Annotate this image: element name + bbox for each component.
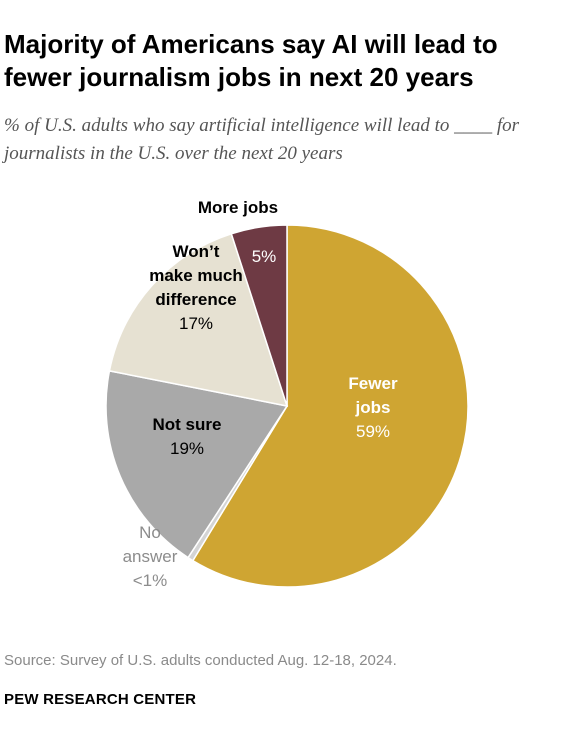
slice-label-not-sure: Not sure (153, 415, 222, 434)
slice-value-fewer-jobs: 59% (356, 422, 390, 441)
pie-slice-fewer-jobs (191, 224, 469, 588)
slice-value-more-jobs: 5% (252, 247, 277, 266)
pie-slice-more-jobs (230, 224, 288, 407)
pie-chart: Fewer jobs 59% No answer <1% Not sure 19% Won’t m… (105, 198, 469, 590)
slice-value-no-answer: <1% (133, 571, 168, 590)
slice-value-won-t-make-much-difference: 17% (179, 314, 213, 333)
organization-name: PEW RESEARCH CENTER (4, 691, 197, 708)
pie-slice-won-t-make-much-difference (108, 232, 289, 407)
chart-title: Majority of Americans say AI will lead t… (4, 29, 498, 92)
chart-subtitle: % of U.S. adults who say artificial inte… (4, 115, 520, 164)
slice-value-not-sure: 19% (170, 439, 204, 458)
source-note: Source: Survey of U.S. adults conducted … (4, 652, 397, 669)
slice-label-more-jobs: More jobs (198, 198, 278, 217)
pie-slice-not-sure (105, 369, 289, 559)
slice-label-no-answer: No answer (123, 523, 178, 566)
slice-label-fewer-jobs: Fewer jobs (348, 374, 398, 417)
slice-label-won-t-make-much-difference: Won’t make much difference (149, 242, 243, 309)
